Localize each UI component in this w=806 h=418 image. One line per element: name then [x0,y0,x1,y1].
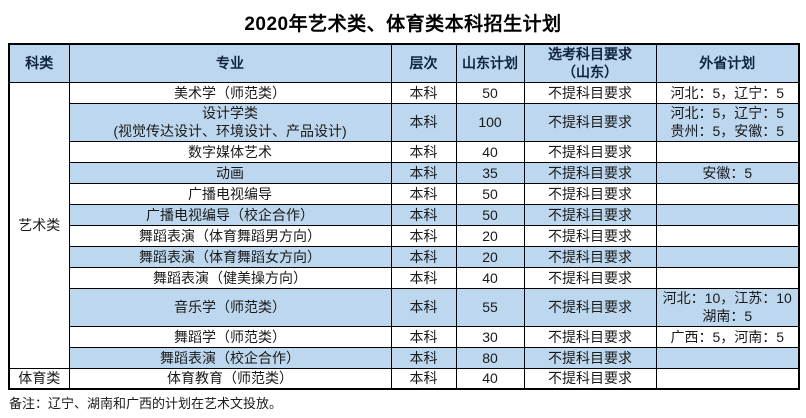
page-title: 2020年艺术类、体育类本科招生计划 [244,14,562,35]
other-province-plan-cell [655,367,800,390]
subject-requirement-cell: 不提科目要求 [523,102,657,142]
shandong-plan-cell: 55 [455,287,525,327]
table-row: 舞蹈表演（健美操方向） 本科 40 不提科目要求 [9,266,800,289]
enrollment-plan-table: 科类 专业 层次 山东计划 选考科目要求 （山东） 外省计划 艺术类 美术学（师范… [8,43,800,391]
table-row: 数字媒体艺术 本科 40 不提科目要求 [9,140,800,163]
table-row: 广播电视编导（校企合作） 本科 50 不提科目要求 [9,203,800,226]
header-category: 科类 [8,43,70,83]
major-cell: 舞蹈表演（体育舞蹈女方向） [68,245,392,268]
major-cell: 广播电视编导 [68,182,392,205]
shandong-plan-cell: 20 [455,224,525,247]
shandong-plan-cell: 80 [455,346,525,369]
level-cell: 本科 [390,266,457,289]
table-row: 舞蹈学（师范类） 本科 30 不提科目要求 广西：5，河南：5 [9,325,800,348]
other-province-plan-cell [655,266,800,289]
shandong-plan-cell: 50 [455,81,525,104]
shandong-plan-cell: 50 [455,182,525,205]
level-cell: 本科 [390,287,457,327]
major-cell: 美术学（师范类） [68,81,392,104]
level-cell: 本科 [390,245,457,268]
shandong-plan-cell: 40 [455,367,525,390]
major-cell: 舞蹈学（师范类） [68,325,392,348]
table-body: 艺术类 美术学（师范类） 本科 50 不提科目要求 河北：5，辽宁：5 设计学类 (视觉传达… [8,81,800,390]
subject-requirement-cell: 不提科目要求 [523,367,657,390]
table-row: 舞蹈表演（体育舞蹈女方向） 本科 20 不提科目要求 [9,245,800,268]
subject-requirement-cell: 不提科目要求 [523,140,657,163]
table-header: 科类 专业 层次 山东计划 选考科目要求 （山东） 外省计划 [8,43,800,83]
major-cell: 设计学类 (视觉传达设计、环境设计、产品设计) [68,102,392,142]
other-province-plan-cell: 河北：5，辽宁：5 [655,81,800,104]
other-province-plan-cell [655,140,800,163]
other-province-plan-cell [655,224,800,247]
table-row: 音乐学（师范类） 本科 55 不提科目要求 河北：10，江苏：10 湖南：5 [9,287,800,327]
other-province-plan-cell: 河北：10，江苏：10 湖南：5 [655,287,800,327]
table-row: 体育类 体育教育（师范类） 本科 40 不提科目要求 [8,367,800,390]
major-cell: 广播电视编导（校企合作） [68,203,392,226]
other-province-plan-cell [655,346,800,369]
header-row: 科类 专业 层次 山东计划 选考科目要求 （山东） 外省计划 [8,43,800,83]
level-cell: 本科 [390,161,457,184]
table-row: 艺术类 美术学（师范类） 本科 50 不提科目要求 河北：5，辽宁：5 [8,81,800,369]
other-province-plan-cell: 河北：5，辽宁：5 贵州：5，安徽：5 [655,102,800,142]
subject-requirement-cell: 不提科目要求 [523,325,657,348]
shandong-plan-cell: 40 [455,140,525,163]
level-cell: 本科 [390,224,457,247]
subject-requirement-cell: 不提科目要求 [523,182,657,205]
header-subject-requirement: 选考科目要求 （山东） [523,43,657,83]
level-cell: 本科 [390,102,457,142]
level-cell: 本科 [390,346,457,369]
subject-requirement-cell: 不提科目要求 [523,203,657,226]
shandong-plan-cell: 35 [455,161,525,184]
level-cell: 本科 [390,140,457,163]
table-row: 舞蹈表演（校企合作） 本科 80 不提科目要求 [9,346,800,369]
other-province-plan-cell [655,245,800,268]
major-cell: 数字媒体艺术 [68,140,392,163]
other-province-plan-cell: 安徽：5 [655,161,800,184]
table-row: 设计学类 (视觉传达设计、环境设计、产品设计) 本科 100 不提科目要求 河北：5，辽… [9,102,800,142]
subject-requirement-cell: 不提科目要求 [523,81,657,104]
major-cell: 体育教育（师范类） [68,367,392,390]
table-row: 舞蹈表演（体育舞蹈男方向） 本科 20 不提科目要求 [9,224,800,247]
other-province-plan-cell [655,182,800,205]
footnote: 备注：辽宁、湖南和广西的计划在艺术文投放。 [9,396,283,412]
level-cell: 本科 [390,81,457,104]
shandong-plan-cell: 20 [455,245,525,268]
subject-requirement-cell: 不提科目要求 [523,224,657,247]
header-shandong-plan: 山东计划 [455,43,525,83]
subject-requirement-cell: 不提科目要求 [523,161,657,184]
header-level: 层次 [390,43,457,83]
level-cell: 本科 [390,182,457,205]
major-cell: 动画 [68,161,392,184]
subject-requirement-cell: 不提科目要求 [523,287,657,327]
shandong-plan-cell: 30 [455,325,525,348]
table-row: 动画 本科 35 不提科目要求 安徽：5 [9,161,800,184]
level-cell: 本科 [390,325,457,348]
major-cell: 舞蹈表演（健美操方向） [68,266,392,289]
subject-requirement-cell: 不提科目要求 [523,346,657,369]
shandong-plan-cell: 100 [455,102,525,142]
subject-requirement-cell: 不提科目要求 [523,266,657,289]
major-cell: 音乐学（师范类） [68,287,392,327]
header-other-province-plan: 外省计划 [655,43,800,83]
other-province-plan-cell: 广西：5，河南：5 [655,325,800,348]
level-cell: 本科 [390,203,457,226]
shandong-plan-cell: 40 [455,266,525,289]
category-cell: 艺术类 [8,81,70,369]
header-major: 专业 [68,43,392,83]
shandong-plan-cell: 50 [455,203,525,226]
level-cell: 本科 [390,367,457,390]
major-cell: 舞蹈表演（校企合作） [68,346,392,369]
table-row: 广播电视编导 本科 50 不提科目要求 [9,182,800,205]
major-cell: 舞蹈表演（体育舞蹈男方向） [68,224,392,247]
subject-requirement-cell: 不提科目要求 [523,245,657,268]
category-cell: 体育类 [8,367,70,390]
other-province-plan-cell [655,203,800,226]
